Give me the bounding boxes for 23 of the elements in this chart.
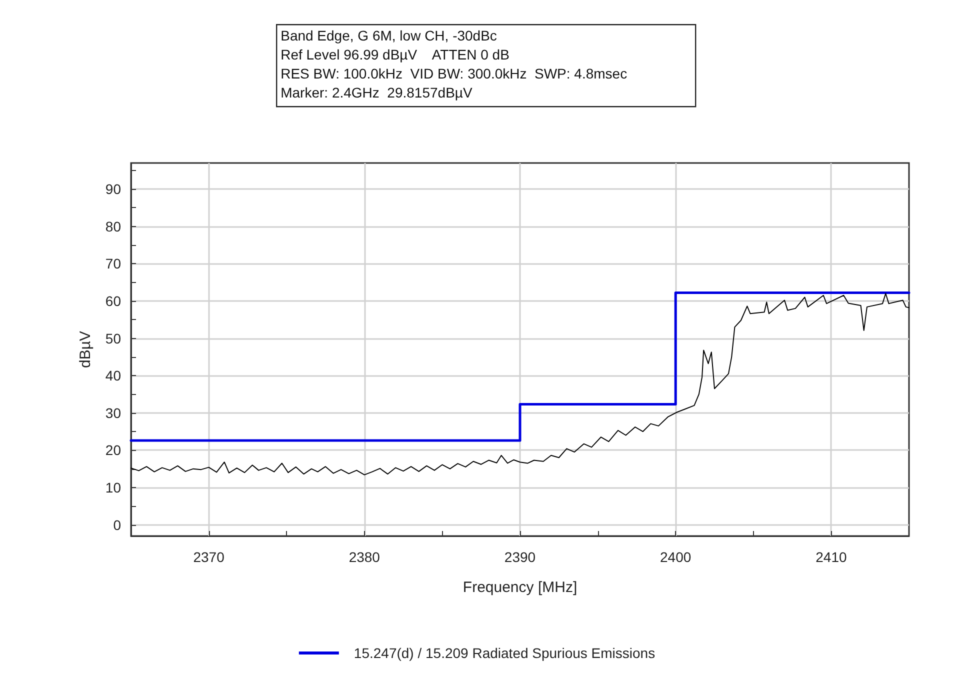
x-tick-label: 2370 <box>193 549 225 565</box>
y-tick-label: 70 <box>105 256 122 272</box>
x-tick-label: 2410 <box>816 549 847 565</box>
y-tick-label: 40 <box>105 368 122 384</box>
y-tick-label: 30 <box>105 404 122 421</box>
x-tick-label: 2400 <box>660 549 692 565</box>
x-tick-label: 2390 <box>504 549 536 565</box>
y-tick-label: 20 <box>105 442 122 458</box>
y-tick-label: 90 <box>105 181 122 198</box>
text: Marker: 2.4GHz 29.8157dBµV <box>280 84 473 101</box>
y-tick-label: 80 <box>105 218 122 234</box>
y-axis-title: dBµV <box>77 331 94 368</box>
line-series <box>130 293 910 476</box>
y-tick-label: 10 <box>105 479 122 496</box>
text: Ref Level 96.99 dBµV ATTEN 0 dB <box>280 46 510 63</box>
y-tick-label: 0 <box>113 516 122 533</box>
text: Band Edge, G 6M, low CH, -30dBc <box>280 28 497 44</box>
legend-label: 15.247(d) / 15.209 Radiated Spurious Emissions <box>354 645 656 661</box>
y-tick-label: 60 <box>105 292 122 309</box>
text: RES BW: 100.0kHz VID BW: 300.0kHz SWP: 4.8msec <box>280 66 628 82</box>
x-axis-title: Frequency [MHz] <box>462 579 578 596</box>
x-tick-label: 2380 <box>348 549 380 565</box>
y-tick-label: 50 <box>105 330 122 346</box>
